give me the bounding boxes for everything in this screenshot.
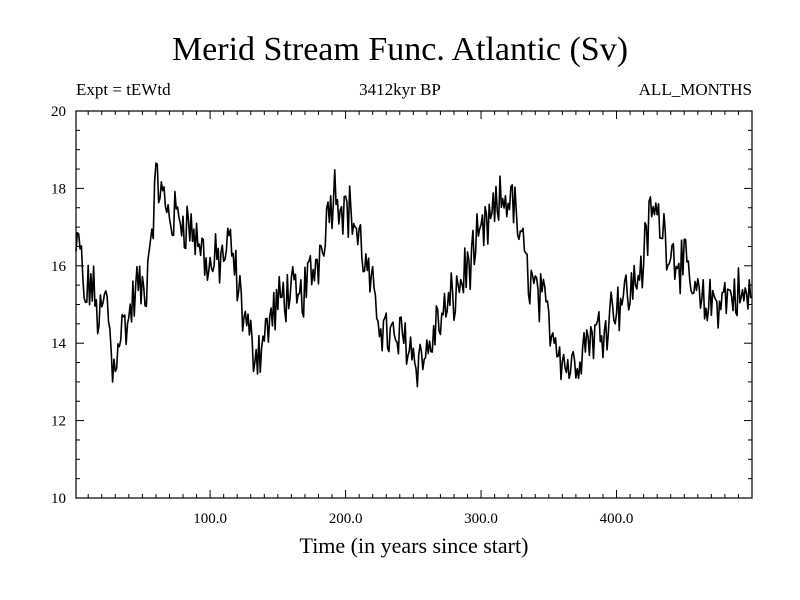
y-tick-label: 10 (51, 491, 66, 507)
y-tick-label: 18 (51, 181, 66, 197)
chart-title: Merid Stream Func. Atlantic (Sv) (171, 31, 629, 68)
experiment-label: Expt = tEWtd (76, 80, 171, 99)
y-tick-label: 16 (51, 259, 67, 275)
x-tick-label: 300.0 (464, 511, 498, 527)
x-axis-label: Time (in years since start) (300, 533, 529, 558)
months-label: ALL_MONTHS (638, 80, 752, 99)
y-tick-label: 12 (51, 414, 66, 430)
period-label: 3412kyr BP (359, 80, 441, 99)
series-line (75, 162, 753, 388)
plot-frame (75, 110, 753, 499)
y-tick-label: 20 (51, 104, 66, 120)
x-tick-label: 200.0 (329, 511, 363, 527)
y-tick-label: 14 (51, 336, 67, 352)
x-tick-label: 100.0 (193, 511, 227, 527)
x-tick-label: 400.0 (600, 511, 634, 527)
